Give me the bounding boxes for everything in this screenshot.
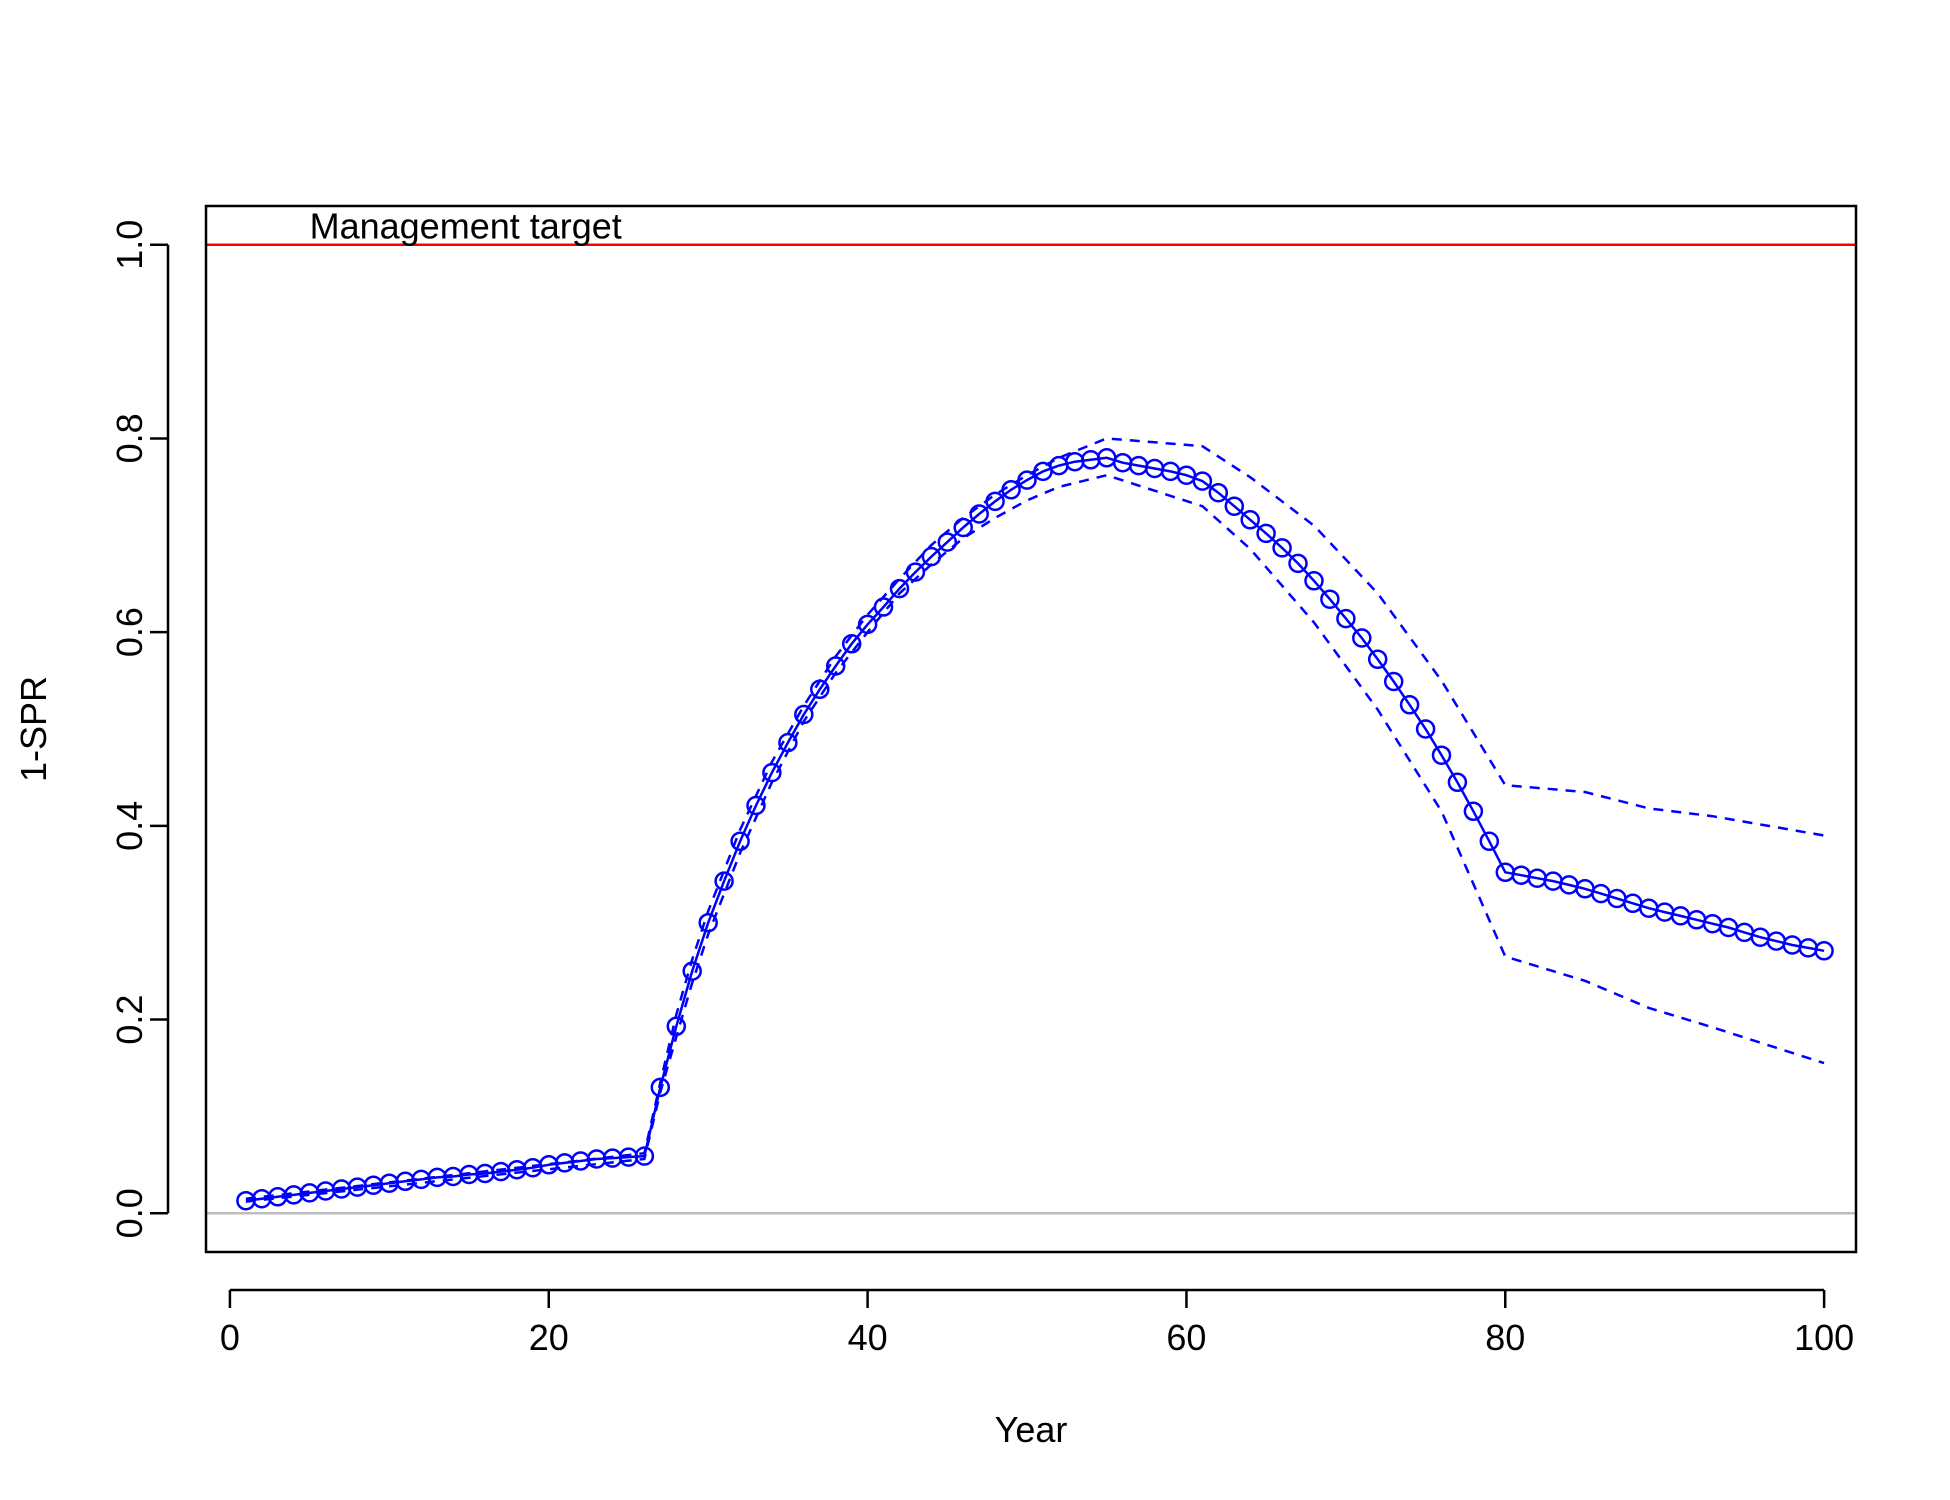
x-tick-label: 80: [1485, 1317, 1525, 1358]
data-point: [873, 597, 894, 617]
data-point: [1479, 831, 1500, 852]
y-tick-label: 1.0: [109, 220, 150, 270]
y-tick-label: 0.6: [109, 607, 150, 657]
data-point: [889, 578, 910, 599]
data-point: [1367, 649, 1388, 670]
data-point: [1240, 510, 1260, 530]
data-point: [1256, 523, 1276, 544]
y-tick-label: 0.4: [109, 801, 150, 851]
plot-frame: [204, 204, 1858, 1254]
data-point: [857, 614, 878, 635]
estimate-line: [245, 456, 1825, 1202]
y-axis: 0.0 0.2 0.4 0.6 0.8 1.0: [109, 220, 170, 1238]
data-point: [953, 517, 973, 538]
data-point: [730, 831, 750, 852]
data-point: [762, 762, 782, 783]
data-point: [1288, 553, 1308, 574]
x-axis-title: Year: [995, 1409, 1068, 1450]
data-point: [810, 679, 830, 700]
y-axis-title: 1-SPR: [13, 676, 54, 782]
x-tick-label: 20: [529, 1317, 569, 1358]
data-point: [1304, 571, 1324, 591]
data-point: [794, 704, 814, 725]
data-point: [714, 871, 734, 891]
data-point: [1336, 608, 1356, 629]
x-tick-label: 40: [848, 1317, 888, 1358]
y-tick-label: 0.8: [109, 413, 150, 463]
data-point: [1383, 671, 1404, 692]
x-tick-label: 0: [220, 1317, 240, 1358]
data-point: [1352, 628, 1372, 648]
upper-interval-line: [245, 437, 1825, 1200]
data-point: [1001, 480, 1021, 500]
data-point: [1447, 772, 1468, 793]
data-point: [1272, 538, 1292, 558]
data-point: [841, 634, 862, 654]
data-point: [778, 732, 798, 753]
x-axis: 0 20 40 60 80 100: [220, 1288, 1854, 1358]
data-point: [969, 504, 989, 524]
data-point: [634, 1146, 655, 1166]
data-point: [1814, 941, 1834, 961]
data-point: [1415, 719, 1436, 739]
data-point: [1399, 695, 1420, 715]
y-tick-label: 0.0: [109, 1188, 150, 1238]
data-point: [937, 532, 958, 552]
data-point: [825, 656, 846, 676]
data-point: [682, 961, 702, 981]
data-point: [698, 912, 718, 933]
data-point: [1224, 496, 1245, 516]
data-point: [905, 562, 926, 582]
data-point: [1017, 470, 1037, 490]
data-point: [1208, 482, 1229, 503]
data-point: [1192, 471, 1213, 491]
plot-area: [206, 243, 1856, 1215]
management-target-annotation: Management target: [310, 206, 622, 247]
x-tick-label: 60: [1166, 1317, 1206, 1358]
data-point: [1431, 745, 1452, 765]
data-point: [746, 795, 766, 816]
data-point: [650, 1077, 671, 1098]
lower-interval-line: [245, 473, 1825, 1203]
data-point: [666, 1016, 687, 1037]
y-tick-label: 0.2: [109, 995, 150, 1045]
data-point: [985, 491, 1005, 512]
x-tick-label: 100: [1794, 1317, 1854, 1358]
data-point: [1463, 801, 1484, 822]
data-point: [1320, 589, 1340, 609]
data-point: [921, 546, 942, 567]
